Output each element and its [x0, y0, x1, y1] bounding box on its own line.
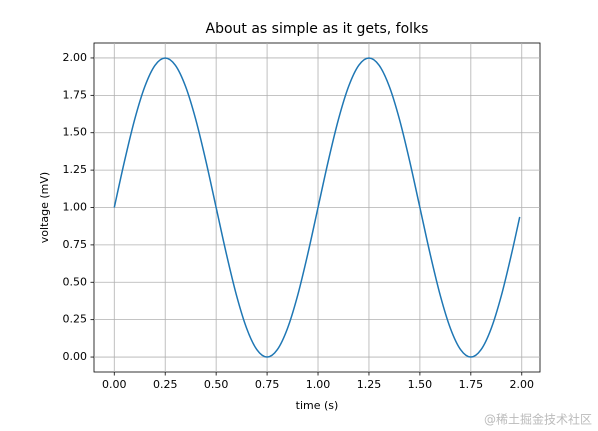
y-tick-label: 0.50 — [63, 275, 88, 288]
y-tick-label: 1.00 — [63, 201, 88, 214]
watermark: @稀土掘金技术社区 — [484, 412, 592, 427]
y-tick-label: 0.25 — [63, 313, 88, 326]
y-tick-label: 1.25 — [63, 163, 88, 176]
x-tick-label: 1.25 — [357, 378, 382, 391]
y-tick-label: 0.00 — [63, 350, 88, 363]
y-tick-label: 1.50 — [63, 126, 88, 139]
x-axis-label: time (s) — [296, 399, 339, 412]
x-tick-label: 1.00 — [306, 378, 331, 391]
x-tick-label: 0.25 — [153, 378, 178, 391]
x-tick-label: 0.75 — [255, 378, 280, 391]
x-tick-label: 0.00 — [102, 378, 127, 391]
y-axis-label: voltage (mV) — [38, 172, 51, 243]
x-tick-label: 1.50 — [408, 378, 433, 391]
y-tick-label: 1.75 — [63, 88, 88, 101]
y-tick-label: 0.75 — [63, 238, 88, 251]
line-series — [113, 57, 521, 358]
x-tick-label: 0.50 — [204, 378, 229, 391]
y-tick-label: 2.00 — [63, 51, 88, 64]
chart-title: About as simple as it gets, folks — [206, 21, 429, 37]
x-tick-label: 1.75 — [459, 378, 484, 391]
x-tick-label: 2.00 — [510, 378, 535, 391]
